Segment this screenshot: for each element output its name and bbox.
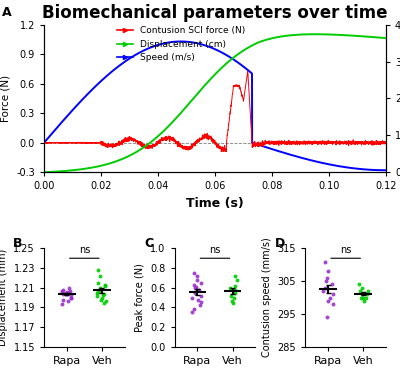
Point: [94, 290, 101, 296]
Point: [60, 296, 66, 303]
Y-axis label: Contusion speed (mm/s): Contusion speed (mm/s): [262, 238, 272, 357]
Y-axis label: Displacement (mm): Displacement (mm): [0, 249, 8, 346]
Point: [191, 306, 197, 312]
Point: [360, 291, 366, 297]
Point: [232, 283, 238, 289]
Point: [97, 287, 103, 293]
Point: [189, 309, 196, 315]
Point: [228, 298, 235, 304]
Text: D: D: [275, 237, 285, 250]
Point: [64, 291, 70, 297]
Point: [58, 301, 65, 307]
Point: [68, 291, 75, 298]
Point: [195, 296, 201, 303]
Point: [231, 290, 238, 296]
Point: [101, 300, 107, 306]
Point: [65, 298, 71, 304]
Point: [357, 295, 364, 301]
Text: ns: ns: [79, 245, 90, 255]
Point: [322, 278, 329, 284]
Point: [324, 314, 330, 320]
Point: [94, 293, 100, 299]
Text: ns: ns: [209, 245, 221, 255]
Point: [196, 287, 203, 293]
Point: [362, 295, 369, 301]
Point: [230, 295, 237, 301]
Point: [191, 290, 198, 296]
Point: [361, 298, 368, 304]
Point: [360, 295, 366, 301]
Point: [58, 288, 65, 294]
Point: [60, 291, 66, 297]
Point: [356, 288, 363, 294]
Point: [325, 298, 331, 304]
Point: [198, 293, 204, 299]
Point: [66, 285, 72, 291]
Point: [324, 268, 331, 274]
Point: [101, 291, 107, 297]
Point: [194, 273, 200, 279]
Point: [102, 298, 109, 304]
Point: [364, 291, 370, 297]
Point: [327, 295, 333, 301]
Point: [101, 282, 108, 288]
Point: [192, 285, 198, 291]
Point: [98, 295, 105, 301]
Point: [322, 258, 329, 264]
Point: [100, 291, 106, 298]
Point: [64, 289, 70, 295]
Point: [98, 296, 104, 303]
Point: [198, 299, 204, 306]
Title: Biomechanical parameters over time: Biomechanical parameters over time: [42, 4, 388, 22]
Point: [67, 288, 74, 294]
Point: [228, 293, 234, 299]
Point: [322, 285, 328, 291]
Point: [365, 288, 372, 294]
Point: [194, 277, 200, 283]
Point: [227, 285, 234, 291]
Y-axis label: Speed (m/s)
Force (N): Speed (m/s) Force (N): [0, 67, 11, 130]
Point: [95, 267, 101, 273]
Point: [330, 301, 336, 307]
Point: [67, 295, 74, 301]
Point: [63, 291, 69, 297]
Point: [58, 289, 65, 295]
Y-axis label: Peak force (N): Peak force (N): [135, 263, 145, 332]
Point: [329, 282, 335, 288]
Text: A: A: [2, 6, 12, 19]
Point: [63, 290, 70, 296]
Point: [230, 300, 237, 306]
Point: [234, 277, 240, 283]
Point: [232, 273, 238, 279]
Point: [94, 289, 101, 295]
Point: [358, 285, 365, 291]
Point: [189, 295, 196, 301]
Point: [66, 290, 72, 296]
Point: [97, 273, 103, 279]
Point: [192, 284, 199, 290]
Point: [198, 280, 204, 286]
Point: [197, 303, 203, 309]
Point: [191, 270, 198, 276]
Text: B: B: [13, 237, 23, 250]
Point: [68, 295, 74, 301]
Legend: Contusion SCI force (N), Displacement (cm), Speed (m/s): Contusion SCI force (N), Displacement (c…: [117, 26, 246, 62]
Point: [356, 282, 362, 288]
Point: [102, 283, 108, 289]
Point: [324, 275, 330, 281]
Text: C: C: [144, 237, 153, 250]
Point: [320, 288, 326, 294]
Point: [95, 280, 102, 286]
Point: [191, 282, 197, 288]
Point: [232, 287, 238, 293]
Point: [97, 285, 104, 291]
Point: [60, 287, 67, 293]
Point: [330, 291, 336, 297]
X-axis label: Time (s): Time (s): [186, 197, 244, 210]
Text: ns: ns: [340, 245, 351, 255]
Point: [359, 291, 365, 297]
